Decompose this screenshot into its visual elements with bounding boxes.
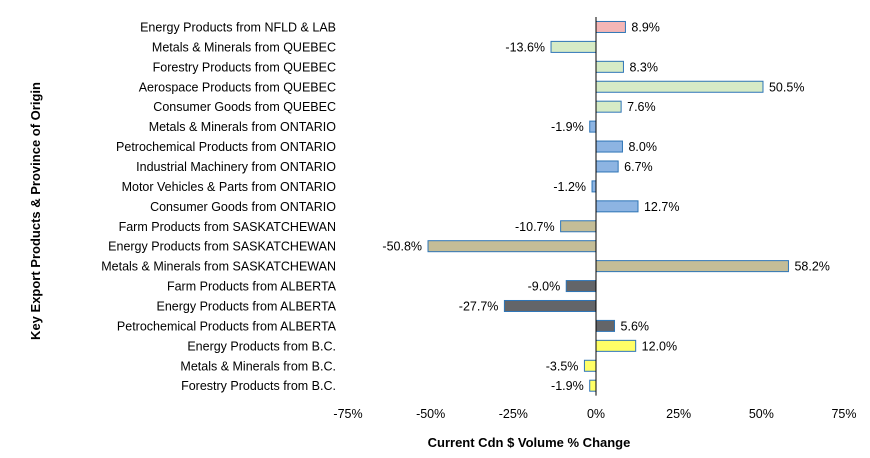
category-label: Energy Products from SASKATCHEWAN — [108, 240, 336, 254]
category-label: Motor Vehicles & Parts from ONTARIO — [122, 180, 337, 194]
value-label: -1.9% — [551, 120, 584, 134]
value-label: 6.7% — [624, 160, 653, 174]
x-axis-title: Current Cdn $ Volume % Change — [428, 435, 631, 450]
bar — [595, 100, 622, 113]
x-tick-labels: -75% -50% -25% 0% 25% 50% 75% — [333, 407, 856, 421]
category-label: Energy Products from ALBERTA — [157, 299, 337, 313]
bar — [503, 299, 597, 312]
category-label: Farm Products from ALBERTA — [167, 280, 337, 294]
bar — [560, 220, 597, 233]
bar — [550, 40, 597, 53]
value-label: -9.0% — [528, 280, 561, 294]
y-axis-title: Key Export Products & Province of Origin — [28, 82, 43, 340]
category-label: Forestry Products from B.C. — [181, 379, 336, 393]
value-label: -1.2% — [553, 180, 586, 194]
value-label: -3.5% — [546, 359, 579, 373]
value-label: 12.0% — [642, 339, 677, 353]
bars-group — [427, 20, 789, 392]
category-labels: Energy Products from NFLD & LAB Metals & … — [101, 20, 336, 393]
category-label: Metals & Minerals from QUEBEC — [152, 40, 336, 54]
value-label: 8.3% — [629, 60, 658, 74]
category-label: Petrochemical Products from ONTARIO — [116, 140, 336, 154]
category-label: Forestry Products from QUEBEC — [153, 60, 336, 74]
value-label: 12.7% — [644, 200, 679, 214]
value-label: 58.2% — [794, 260, 829, 274]
bar — [589, 120, 597, 133]
value-label: 50.5% — [769, 80, 804, 94]
value-label: -10.7% — [515, 220, 555, 234]
value-label: -50.8% — [382, 240, 422, 254]
x-tick-label: -25% — [499, 407, 528, 421]
bar — [595, 80, 764, 93]
value-label: -13.6% — [505, 40, 545, 54]
bar — [589, 379, 597, 392]
bar — [591, 180, 597, 193]
bar — [565, 280, 597, 293]
category-label: Industrial Machinery from ONTARIO — [136, 160, 336, 174]
x-tick-label: -75% — [333, 407, 362, 421]
category-label: Petrochemical Products from ALBERTA — [117, 319, 337, 333]
category-label: Consumer Goods from QUEBEC — [153, 100, 336, 114]
value-label: 5.6% — [621, 319, 650, 333]
category-label: Consumer Goods from ONTARIO — [150, 200, 336, 214]
category-label: Metals & Minerals from ONTARIO — [149, 120, 337, 134]
x-tick-label: 0% — [587, 407, 605, 421]
x-tick-label: 75% — [831, 407, 856, 421]
x-tick-label: -50% — [416, 407, 445, 421]
bar — [427, 240, 597, 253]
bar — [595, 260, 789, 273]
bar — [595, 160, 619, 173]
bar — [595, 200, 639, 213]
bar — [595, 20, 626, 33]
value-labels: 8.9% -13.6% 8.3% 50.5% 7.6% -1.9% 8.0% 6.7% -1.2… — [382, 20, 829, 393]
x-tick-label: 50% — [749, 407, 774, 421]
category-label: Metals & Minerals from SASKATCHEWAN — [101, 260, 336, 274]
bar — [595, 140, 623, 153]
value-label: -1.9% — [551, 379, 584, 393]
category-label: Energy Products from B.C. — [187, 339, 336, 353]
bar — [595, 339, 637, 352]
value-label: 8.9% — [631, 20, 660, 34]
category-label: Energy Products from NFLD & LAB — [140, 20, 336, 34]
bar — [583, 359, 597, 372]
category-label: Farm Products from SASKATCHEWAN — [119, 220, 336, 234]
x-tick-label: 25% — [666, 407, 691, 421]
value-label: -27.7% — [459, 299, 499, 313]
value-label: 8.0% — [628, 140, 657, 154]
value-label: 7.6% — [627, 100, 656, 114]
bar — [595, 60, 624, 73]
category-label: Metals & Minerals from B.C. — [180, 359, 336, 373]
category-label: Aerospace Products from QUEBEC — [139, 80, 336, 94]
bar — [595, 319, 616, 332]
